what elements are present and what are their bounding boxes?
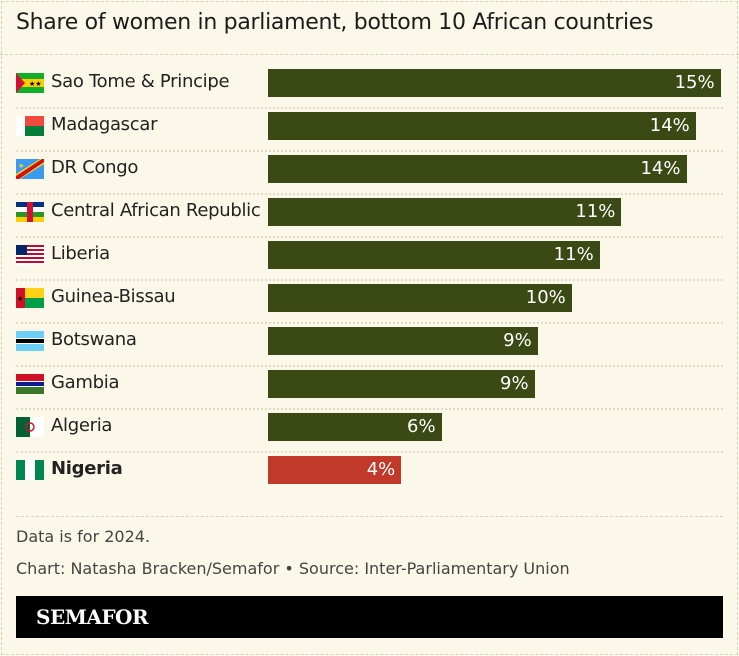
botswana-flag-icon (16, 331, 44, 351)
category-label: Central African Republic (51, 200, 261, 221)
bar-row: Botswana 9% (16, 324, 723, 367)
bar-row: Madagascar 14% (16, 109, 723, 152)
category-label: Liberia (51, 243, 110, 264)
bar: 10% (268, 284, 572, 312)
gambia-flag-icon (16, 374, 44, 394)
category-label: Nigeria (51, 458, 123, 479)
bar: 14% (268, 155, 687, 183)
bar-row: Gambia 9% (16, 367, 723, 410)
data-label: 11% (553, 244, 594, 265)
data-label: 6% (407, 416, 436, 437)
bar: 11% (268, 198, 622, 226)
data-label: 9% (500, 373, 529, 394)
title-divider (0, 54, 739, 55)
bar: 15% (268, 69, 721, 97)
category-label: Guinea-Bissau (51, 286, 176, 307)
data-label: 14% (640, 158, 681, 179)
row-divider (16, 279, 723, 281)
category-label: DR Congo (51, 157, 139, 178)
row-divider (16, 322, 723, 324)
sao-tome-flag-icon: ★★ (16, 73, 44, 93)
central-african-republic-flag-icon (16, 202, 44, 222)
bar-row: Central African Republic 11% (16, 195, 723, 238)
data-label: 10% (525, 287, 566, 308)
data-label: 11% (575, 201, 616, 222)
bar-row: ★★ Sao Tome & Principe 15% (16, 66, 723, 109)
semafor-logo: SEMAFOR (36, 605, 149, 629)
bar: 4% (268, 456, 402, 484)
liberia-flag-icon (16, 245, 44, 265)
data-label: 4% (366, 459, 396, 480)
bar: 6% (268, 413, 442, 441)
footer-divider (16, 516, 723, 517)
row-divider (16, 408, 723, 410)
bar: 11% (268, 241, 600, 269)
row-divider (16, 193, 723, 195)
madagascar-flag-icon (16, 116, 44, 136)
bar: 14% (268, 112, 696, 140)
category-label: Botswana (51, 329, 137, 350)
bar-row: Liberia 11% (16, 238, 723, 281)
data-label: 9% (503, 330, 532, 351)
data-label: 14% (649, 115, 690, 136)
row-divider (16, 150, 723, 152)
bar: 9% (268, 327, 538, 355)
category-label: Algeria (51, 415, 113, 436)
chart-title: Share of women in parliament, bottom 10 … (16, 10, 654, 35)
row-divider (16, 365, 723, 367)
algeria-flag-icon (16, 417, 44, 437)
category-label: Gambia (51, 372, 120, 393)
svg-text:★★: ★★ (29, 80, 42, 88)
row-divider (16, 107, 723, 109)
bar: 9% (268, 370, 535, 398)
category-label: Sao Tome & Principe (51, 71, 230, 92)
data-label: 15% (674, 72, 715, 93)
nigeria-flag-icon (16, 460, 44, 480)
bar-row: ★ DR Congo 14% (16, 152, 723, 195)
row-divider (16, 451, 723, 453)
bar-row: ★ Guinea-Bissau 10% (16, 281, 723, 324)
guinea-bissau-flag-icon: ★ (16, 288, 44, 308)
dr-congo-flag-icon: ★ (16, 159, 44, 179)
svg-text:★: ★ (17, 295, 23, 303)
row-divider (16, 236, 723, 238)
category-label: Madagascar (51, 114, 158, 135)
svg-text:★: ★ (18, 162, 24, 170)
data-note: Data is for 2024. (16, 527, 151, 546)
bar-row: Nigeria 4% (16, 453, 723, 496)
credit-line: Chart: Natasha Bracken/Semafor • Source:… (16, 559, 570, 578)
bar-row: Algeria 6% (16, 410, 723, 453)
brand-banner: SEMAFOR (16, 596, 723, 638)
